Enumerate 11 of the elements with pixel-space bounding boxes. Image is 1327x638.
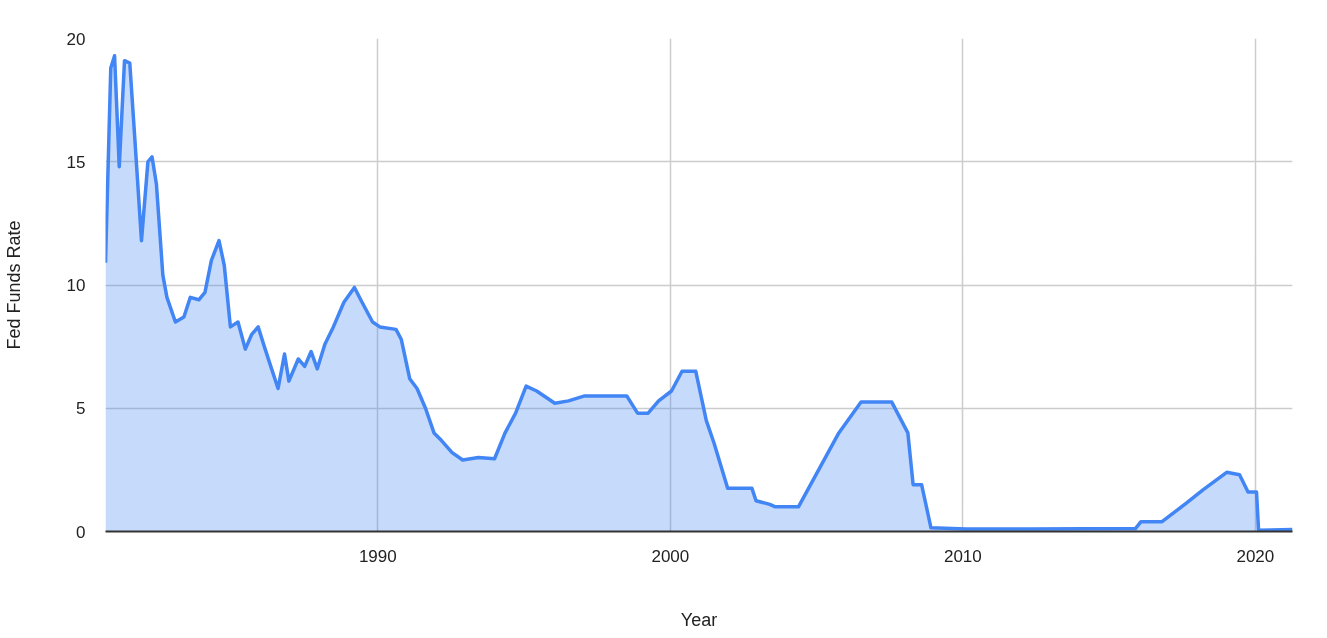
x-tick-label: 2010 xyxy=(943,546,982,566)
y-tick-label: 0 xyxy=(76,522,86,542)
y-tick-label: 20 xyxy=(66,29,86,49)
y-axis-title: Fed Funds Rate xyxy=(3,220,24,350)
x-tick-label: 2000 xyxy=(651,546,690,566)
x-tick-label: 1990 xyxy=(358,546,397,566)
x-axis-title: Year xyxy=(680,609,718,630)
y-tick-label: 10 xyxy=(66,276,86,295)
y-tick-label: 5 xyxy=(76,399,86,419)
x-tick-label: 2020 xyxy=(1236,546,1275,566)
y-tick-label: 15 xyxy=(66,152,86,172)
